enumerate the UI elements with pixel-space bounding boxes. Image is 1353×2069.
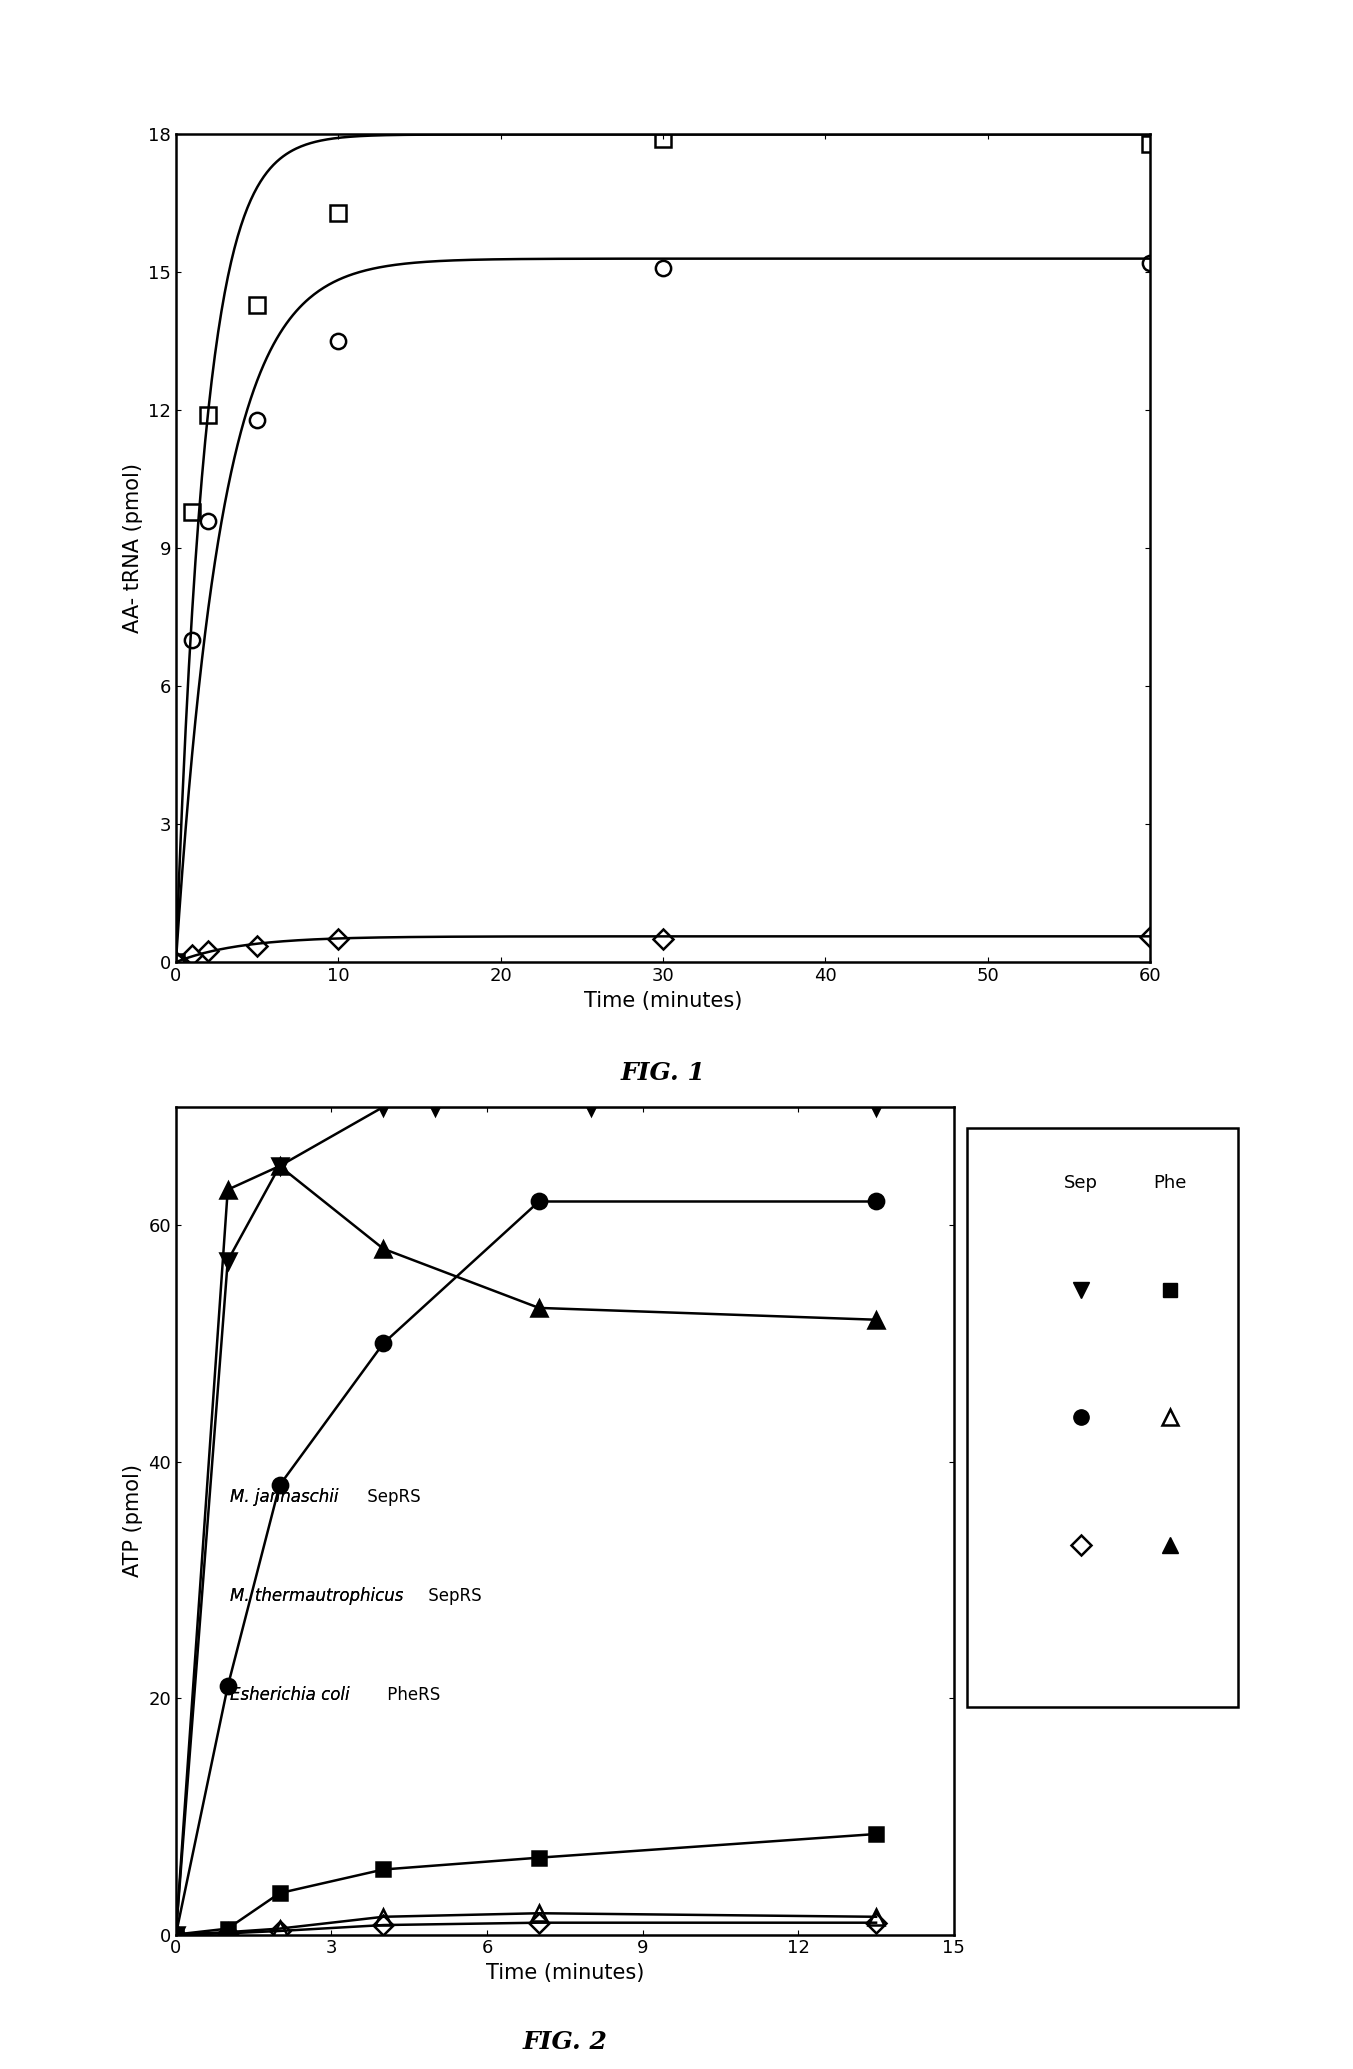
Text: M. thermautrophicus SepRS: M. thermautrophicus SepRS <box>230 1587 461 1606</box>
Text: M. thermautrophicus: M. thermautrophicus <box>230 1587 403 1606</box>
Text: Esherichia coli: Esherichia coli <box>230 1686 350 1705</box>
X-axis label: Time (minutes): Time (minutes) <box>583 991 743 1010</box>
Y-axis label: AA- tRNA (pmol): AA- tRNA (pmol) <box>123 463 142 633</box>
Text: SepRS: SepRS <box>361 1488 421 1506</box>
X-axis label: Time (minutes): Time (minutes) <box>486 1963 644 1982</box>
Text: M. jannaschii: M. jannaschii <box>230 1488 338 1506</box>
Text: FIG. 2: FIG. 2 <box>522 2030 607 2055</box>
Text: FIG. 1: FIG. 1 <box>621 1061 705 1086</box>
Text: M. jannaschii: M. jannaschii <box>230 1488 338 1506</box>
Text: SepRS: SepRS <box>422 1587 482 1606</box>
Text: Sep: Sep <box>1063 1173 1099 1192</box>
Text: PheRS: PheRS <box>382 1686 440 1705</box>
Text: Esherichia coli PheRS: Esherichia coli PheRS <box>230 1686 409 1705</box>
Text: M. thermautrophicus: M. thermautrophicus <box>230 1587 403 1606</box>
Y-axis label: ATP (pmol): ATP (pmol) <box>123 1465 142 1577</box>
Text: Phe: Phe <box>1154 1173 1187 1192</box>
Text: Esherichia coli: Esherichia coli <box>230 1686 350 1705</box>
Text: M. jannaschii SepRS: M. jannaschii SepRS <box>230 1488 398 1506</box>
